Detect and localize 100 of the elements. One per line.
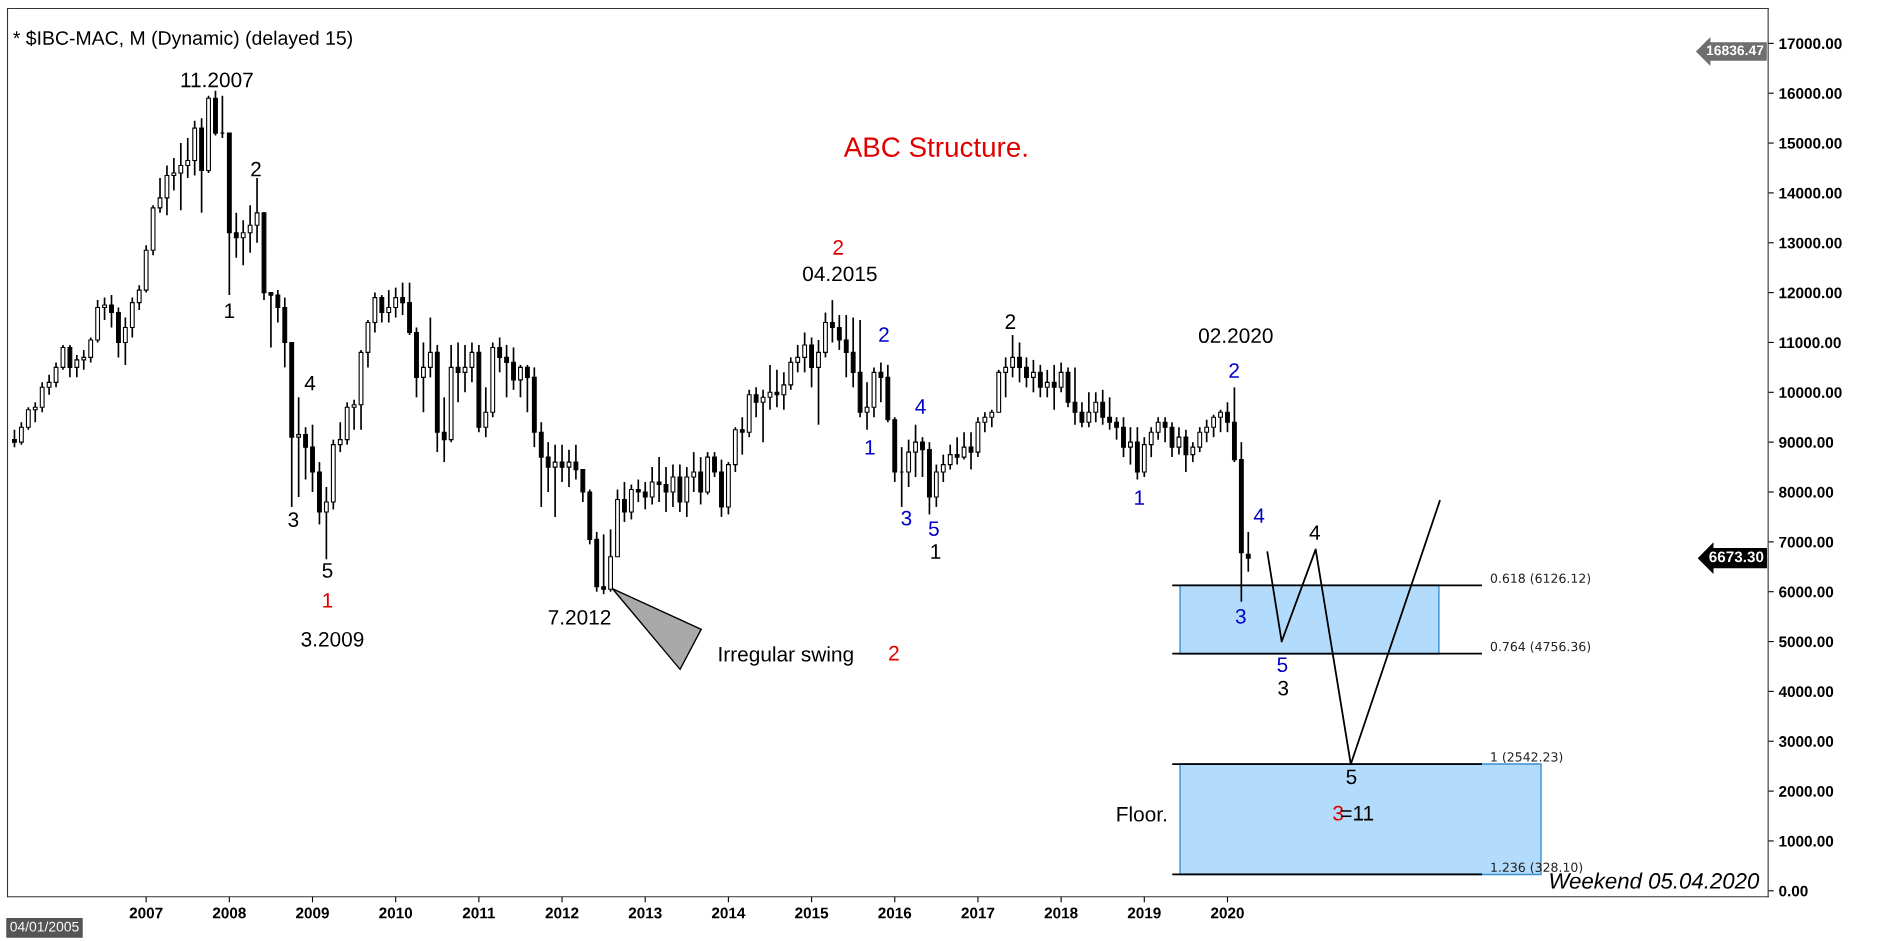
x-tick-label: 2010 [379, 907, 413, 919]
ref-line-label: 0.764 (4756.36) [1490, 641, 1591, 653]
annotation: 2 [251, 161, 261, 177]
candlestick [1100, 388, 1106, 426]
candlestick [39, 381, 45, 414]
candlestick [816, 339, 821, 426]
y-tick-label: 0.00 [1779, 885, 1808, 897]
candlestick [1190, 441, 1196, 463]
candlestick [122, 316, 128, 366]
candlestick [712, 451, 717, 478]
x-tick-label: 2011 [462, 907, 496, 919]
annotation: 16836.47 [1706, 45, 1764, 56]
annotation: 3 [1278, 680, 1289, 696]
candlestick [635, 478, 641, 503]
annotation: Irregular swing [719, 646, 853, 666]
candlestick [81, 349, 87, 371]
candlestick [1037, 364, 1043, 399]
candlestick [185, 137, 191, 179]
candlestick [427, 316, 433, 379]
x-tick-label: 2015 [795, 907, 829, 919]
annotation: 6673.30 [1709, 551, 1764, 563]
candlestick [1114, 416, 1120, 441]
candlestick [441, 396, 447, 463]
candlestick [102, 296, 107, 321]
candlestick [1218, 408, 1223, 434]
candlestick [753, 386, 759, 419]
annotation: 11.2007 [181, 72, 253, 88]
candlestick [25, 406, 31, 431]
y-tick-label: 6000.00 [1779, 586, 1834, 598]
candlestick [1204, 418, 1210, 443]
y-tick-label: 4000.00 [1778, 686, 1834, 698]
candlestick [836, 314, 842, 351]
candlestick [1003, 356, 1009, 399]
candlestick [1197, 426, 1203, 453]
candlestick [802, 331, 808, 374]
candlestick [74, 354, 80, 379]
candlestick [351, 398, 357, 431]
x-tick-label: 2018 [1044, 907, 1078, 919]
text: 04/01/2005 [10, 921, 79, 932]
candlestick [1086, 391, 1092, 429]
candlestick [899, 446, 905, 508]
candlestick [1107, 396, 1113, 431]
candlestick [247, 204, 253, 254]
x-tick-label: 2012 [545, 907, 579, 919]
candlestick [1093, 391, 1099, 424]
candlestick [337, 421, 343, 453]
candlestick [656, 456, 662, 503]
ref-line-label: 1 (2542.23) [1491, 751, 1563, 764]
candlestick [1155, 416, 1161, 441]
annotation: 1 [225, 303, 235, 318]
candlestick [233, 212, 239, 259]
candlestick [32, 401, 38, 424]
candlestick [954, 436, 960, 466]
y-tick-label: 17000.00 [1779, 38, 1842, 50]
candlestick [1044, 369, 1050, 399]
x-tick-label: 2019 [1127, 907, 1161, 919]
annotation: 2 [1229, 363, 1239, 378]
candlestick [1010, 334, 1016, 379]
annotation: Weekend 05.04.2020 [1550, 872, 1760, 889]
candlestick [400, 281, 406, 316]
candlestick [1128, 426, 1133, 466]
y-tick-label: 3000.00 [1778, 736, 1834, 747]
candlestick [809, 336, 815, 389]
candlestick [920, 436, 925, 478]
candlestick [171, 157, 177, 192]
annotation: 5 [1277, 657, 1288, 673]
candlestick [781, 371, 787, 411]
candlestick [622, 481, 627, 523]
candlestick [843, 314, 849, 379]
candlestick [504, 344, 510, 399]
candlestick [1121, 416, 1126, 458]
candlestick [178, 142, 184, 212]
candlestick [524, 364, 530, 414]
x-tick-label: 2009 [296, 907, 329, 919]
candlestick [628, 483, 634, 521]
candlestick [109, 294, 114, 329]
text: * $IBC-MAC, M (Dynamic) (delayed 15) [13, 30, 352, 49]
candlestick [1058, 361, 1064, 394]
candlestick [386, 289, 392, 324]
candlestick [240, 219, 246, 267]
annotation: 2 [889, 645, 899, 661]
annotation: 1 [931, 544, 941, 559]
annotation: 7.2012 [548, 609, 611, 625]
annotation: 4 [915, 399, 926, 414]
candlestick [698, 456, 704, 506]
candlestick [46, 374, 52, 396]
x-tick-label: 2014 [711, 907, 746, 919]
candlestick [511, 346, 516, 391]
candlestick [940, 453, 946, 483]
candlestick [982, 411, 988, 434]
annotation: 2 [1005, 314, 1016, 329]
candlestick [552, 443, 558, 518]
candlestick [1030, 359, 1036, 394]
candlestick [642, 481, 648, 511]
candlestick [323, 486, 329, 561]
x-tick-label: 2016 [878, 907, 912, 919]
candlestick [483, 386, 489, 439]
candlestick [913, 423, 918, 478]
candlestick [18, 421, 24, 446]
annotation: 2 [833, 240, 843, 255]
